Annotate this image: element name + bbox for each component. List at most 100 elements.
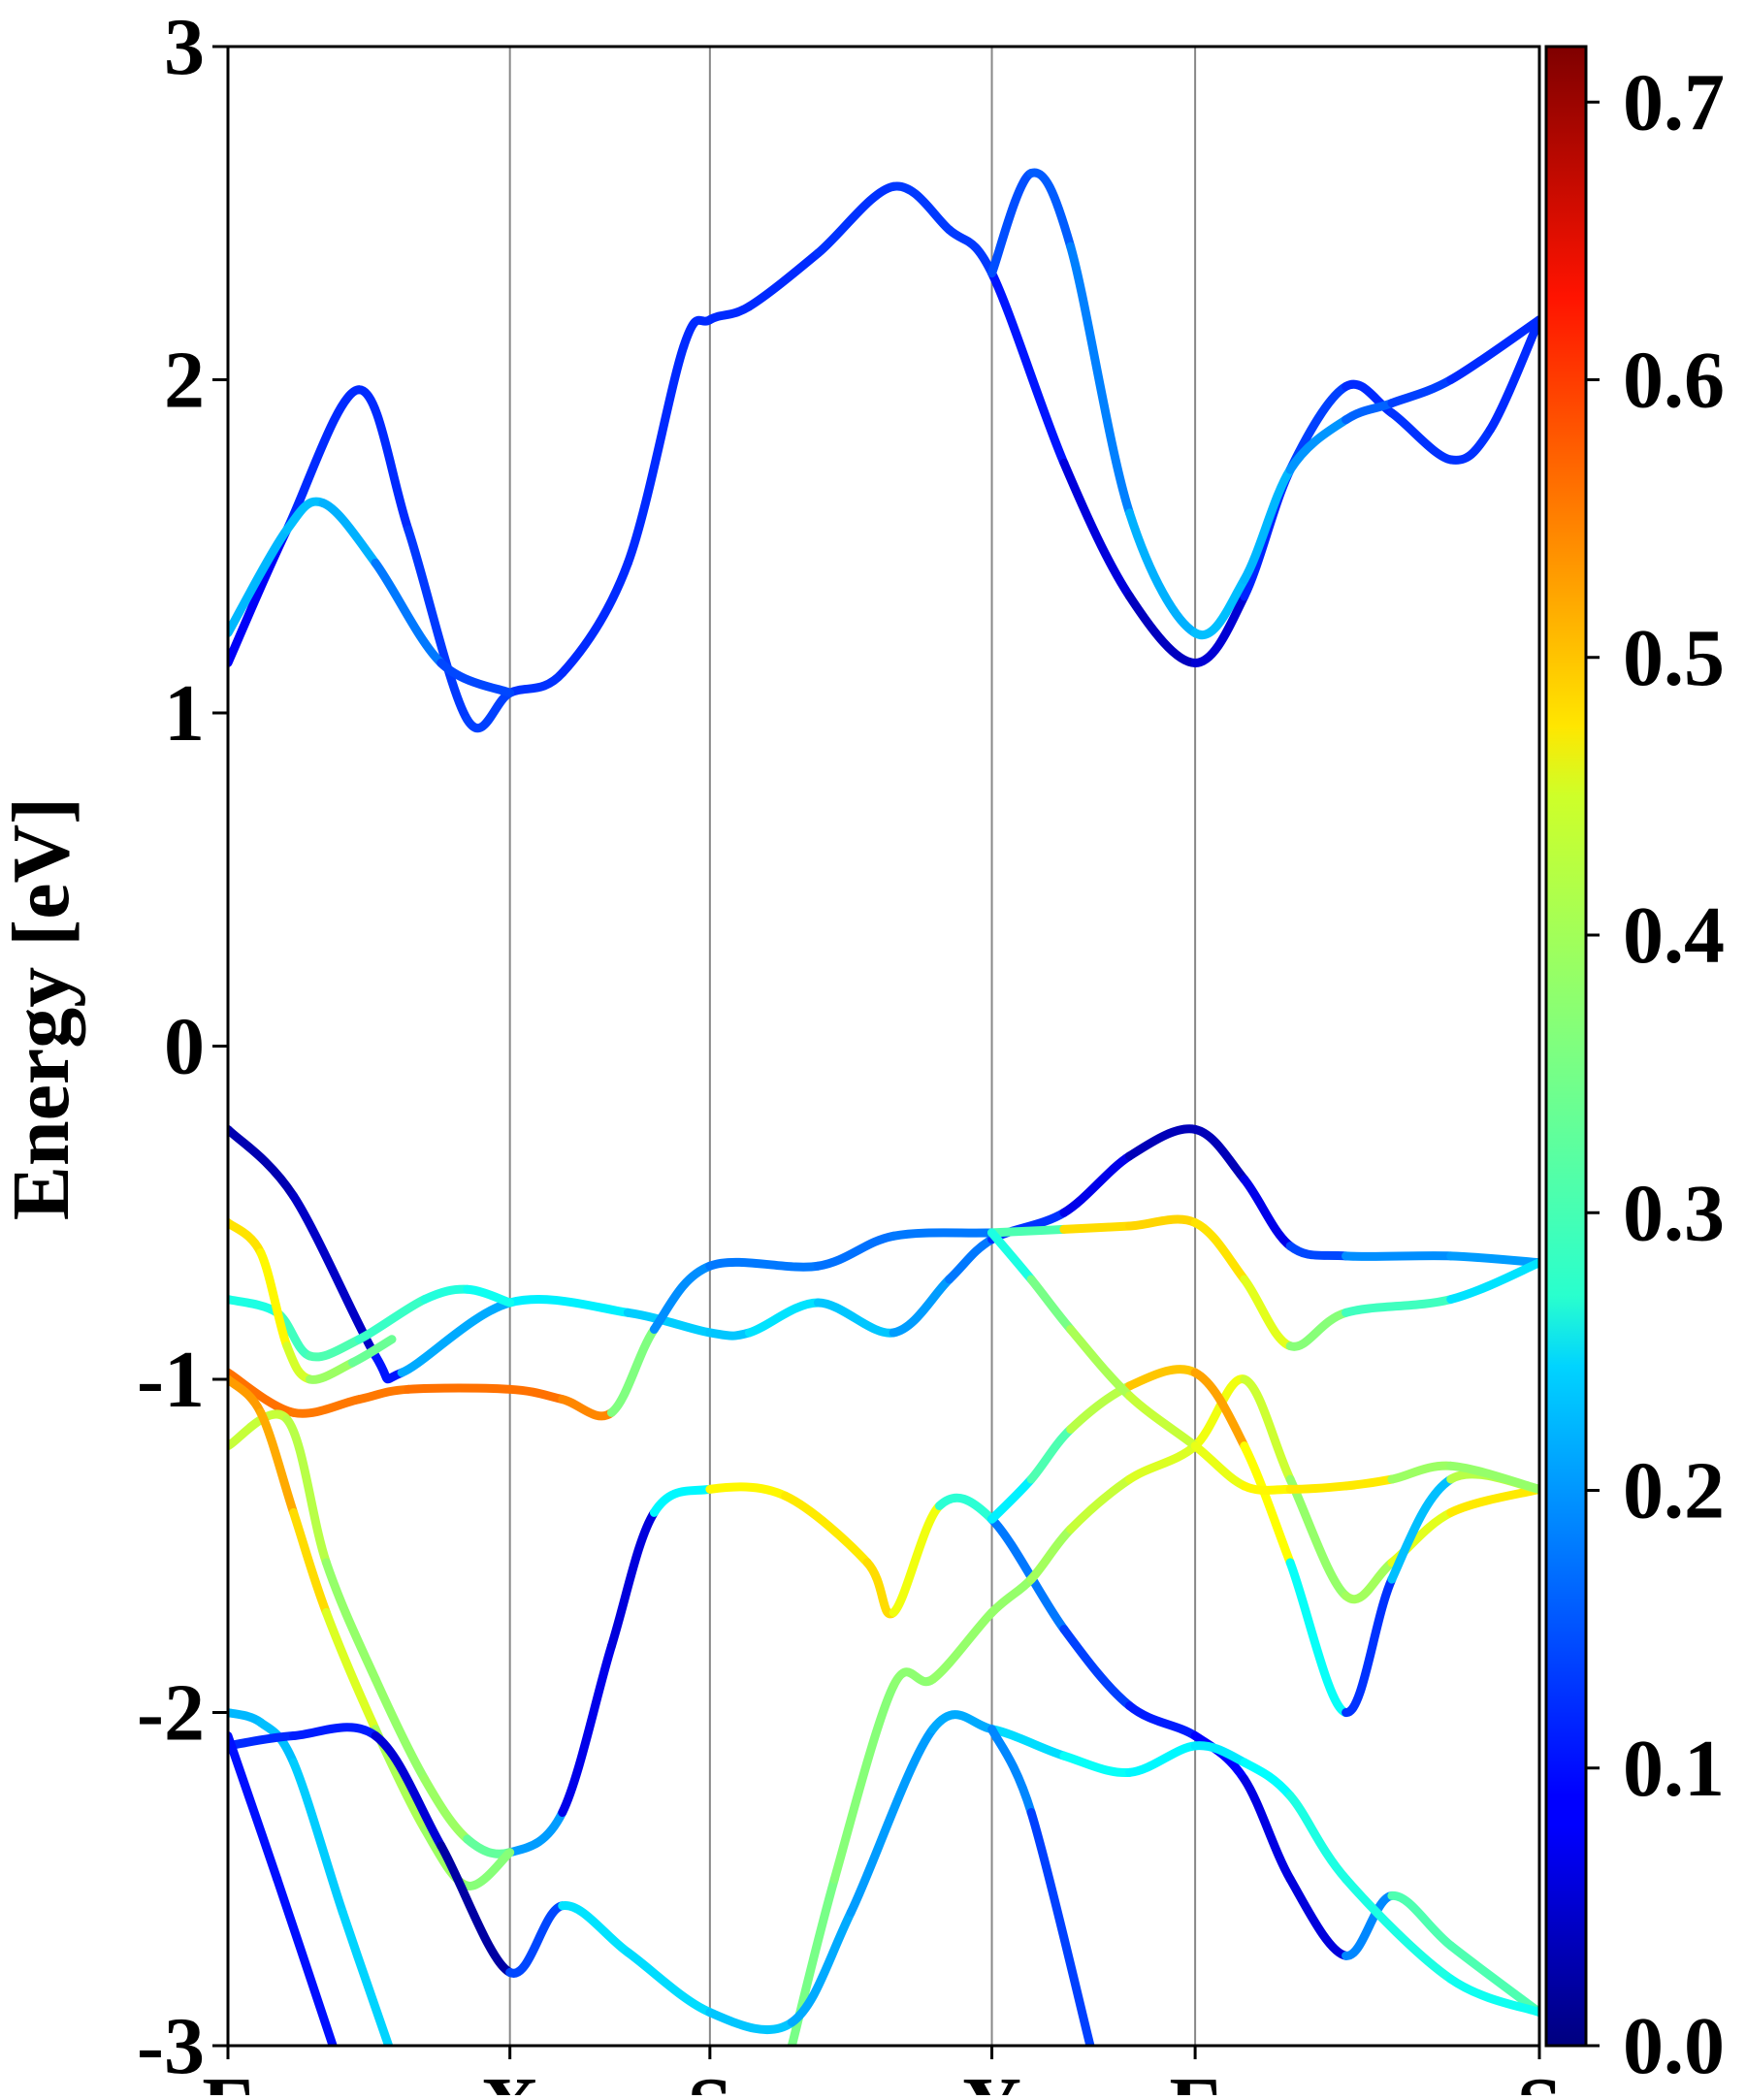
- band-segment: [436, 1841, 515, 1977]
- band-segment: [1342, 379, 1397, 418]
- band-segment: [1240, 1758, 1295, 1800]
- band-segment: [679, 315, 715, 351]
- band-segment: [987, 1725, 1036, 1818]
- band-segment: [1190, 1741, 1249, 1767]
- band-segment: [987, 1224, 1069, 1238]
- band-segment: [397, 1298, 515, 1377]
- band-segment: [1240, 1275, 1295, 1351]
- band-segment: [321, 1607, 380, 1734]
- y-tick-label: -2: [137, 1668, 205, 1759]
- band-segment: [1190, 575, 1249, 640]
- band-segment: [1240, 465, 1295, 585]
- band-segment: [1059, 1751, 1134, 1777]
- band-segment: [1446, 1461, 1539, 1494]
- band-segment: [623, 341, 689, 567]
- y-tick-label: -3: [137, 2001, 205, 2091]
- band-segment: [928, 1607, 997, 1684]
- band-segment: [228, 1708, 266, 1728]
- bands: [228, 168, 1539, 2046]
- band-segment: [321, 1558, 380, 1684]
- band-segment: [1446, 1258, 1539, 1305]
- band-segment: [558, 558, 632, 678]
- colorbar-tick-label: 0.2: [1623, 1446, 1725, 1536]
- band-segment: [744, 1298, 823, 1338]
- band-segment: [1342, 1251, 1456, 1261]
- band-segment: [1125, 1701, 1200, 1741]
- colorbar-tick-label: 0.6: [1623, 336, 1725, 426]
- band-segment: [1026, 1425, 1076, 1484]
- band-segment: [505, 1808, 567, 1858]
- band-segment: [420, 1774, 472, 1844]
- y-tick-label: -1: [137, 1335, 205, 1425]
- band-segment: [862, 1558, 898, 1619]
- band-segment: [1066, 1324, 1134, 1401]
- band-segment: [705, 1482, 791, 1501]
- y-axis-label: Energy [eV]: [0, 797, 86, 1220]
- band-segment: [289, 1191, 380, 1361]
- band-segment: [1446, 425, 1495, 465]
- band-segment: [463, 1848, 515, 1890]
- band-segment: [1285, 1308, 1351, 1351]
- x-tick-label: Γ: [1169, 2061, 1220, 2095]
- y-tick-label: 2: [164, 336, 205, 426]
- band-segment: [371, 1674, 430, 1784]
- band-segment: [282, 497, 328, 534]
- band-segment: [649, 1484, 715, 1517]
- band-segment: [1125, 1741, 1200, 1777]
- band-segment: [505, 1295, 632, 1317]
- band-segment: [420, 1284, 472, 1305]
- band-segment: [928, 1710, 997, 1734]
- x-tick-label: Γ: [202, 2061, 253, 2095]
- band-segment: [987, 1514, 1069, 1634]
- band-segment: [1190, 1368, 1249, 1451]
- band-segment: [1285, 1481, 1351, 1494]
- band-segment: [1446, 1974, 1539, 2018]
- band-segment: [1342, 1874, 1456, 1984]
- band-segment: [354, 1295, 430, 1344]
- band-segment: [1387, 1461, 1456, 1484]
- band-segment: [1387, 1474, 1456, 1584]
- band-segment: [1190, 1218, 1249, 1284]
- band-segment: [1240, 1481, 1295, 1495]
- band-segment: [1342, 1558, 1397, 1604]
- band-segment: [289, 1723, 380, 1741]
- band-segment: [228, 1374, 266, 1417]
- band-segment: [987, 1474, 1036, 1524]
- band-segment: [606, 1324, 659, 1417]
- band-segment: [987, 1725, 1069, 1761]
- band-segment: [371, 1351, 406, 1384]
- band-segment: [987, 1228, 1036, 1284]
- band-segment: [987, 1574, 1036, 1617]
- band-segment: [1342, 399, 1397, 425]
- band-segment: [1285, 1791, 1351, 1884]
- band-segment: [1285, 415, 1351, 474]
- band-segment: [1190, 1124, 1249, 1184]
- band-segment: [846, 1725, 938, 1918]
- band-segment: [306, 1335, 364, 1362]
- band-segment: [404, 525, 472, 725]
- band-segment: [705, 302, 754, 325]
- band-segment: [354, 385, 413, 534]
- band-segment: [1125, 508, 1200, 638]
- band-segment: [1342, 1295, 1456, 1317]
- colorbar-tick-label: 0.0: [1623, 2001, 1725, 2091]
- band-segment: [1190, 592, 1249, 667]
- band-segment: [1059, 458, 1134, 601]
- y-tick-label: 0: [164, 1002, 205, 1092]
- x-tick-label: X: [480, 2061, 539, 2095]
- band-segment: [354, 1384, 413, 1405]
- colorbar-tick-label: 0.1: [1623, 1724, 1725, 1814]
- band-segment: [558, 1395, 616, 1421]
- band-segment: [228, 1368, 299, 1417]
- band-segment: [1066, 242, 1134, 518]
- band-segment: [1059, 1151, 1134, 1217]
- band-segment: [1066, 1474, 1134, 1535]
- band-segment: [256, 1247, 292, 1351]
- band-segment: [1240, 1374, 1295, 1484]
- band-segment: [1125, 592, 1200, 667]
- band-segment: [813, 181, 898, 258]
- band-segment: [318, 499, 380, 567]
- x-tick-label: Y: [962, 2061, 1021, 2095]
- band-segment: [1240, 1774, 1295, 1884]
- band-segment: [889, 1228, 997, 1241]
